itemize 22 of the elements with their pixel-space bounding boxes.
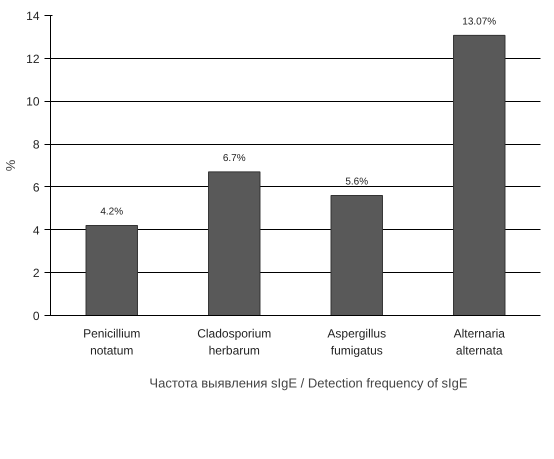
bar [86, 225, 138, 316]
y-tick-label: 8 [32, 138, 40, 152]
y-tick-label: 2 [32, 266, 40, 280]
x-tick-label: Cladosporium herbarum [197, 326, 272, 358]
text: Частота выявления sIgE / Detection frequency of sIgE [149, 375, 468, 390]
x-tick-label: Aspergillus fumigatus [327, 326, 386, 358]
y-tick-label: 6 [32, 180, 40, 194]
y-tick-label: 4 [32, 223, 40, 238]
bar [453, 34, 506, 316]
y-tick-label: 10 [26, 94, 40, 109]
text: 6.7% [222, 152, 246, 164]
x-tick-label: Penicillium notatum [83, 326, 140, 358]
y-axis-title: % [3, 159, 18, 172]
y-tick-label: 14 [26, 9, 40, 23]
bar [208, 171, 260, 316]
bar [330, 195, 383, 316]
text: 5.6% [345, 176, 368, 188]
y-tick-label: 0 [32, 309, 40, 323]
x-tick-label: Alternaria alternata [454, 326, 506, 358]
text: 13.07% [462, 16, 496, 28]
text: 4.2% [100, 206, 124, 218]
y-tick-label: 12 [26, 52, 40, 66]
